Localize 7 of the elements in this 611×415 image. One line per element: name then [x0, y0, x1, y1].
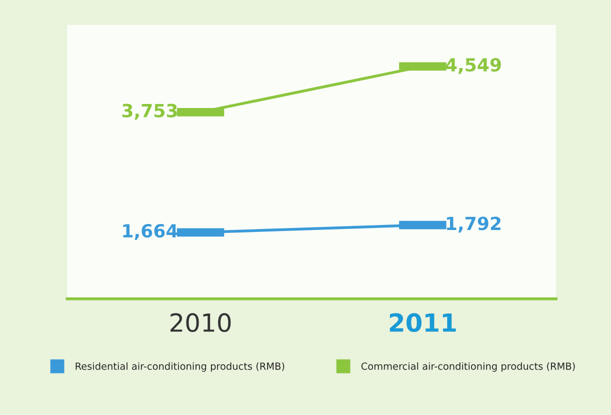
data-label: 1,792 [446, 216, 500, 233]
x-tick-label: 2011 [390, 313, 456, 332]
legend-label: Residential air-conditioning products (RMB) [76, 362, 284, 372]
legend-label: Commercial air-conditioning products (RMB) [361, 362, 575, 372]
x-tick-label: 2010 [170, 313, 231, 332]
data-label: 1,664 [123, 224, 178, 240]
data-label: 3,753 [122, 104, 177, 120]
